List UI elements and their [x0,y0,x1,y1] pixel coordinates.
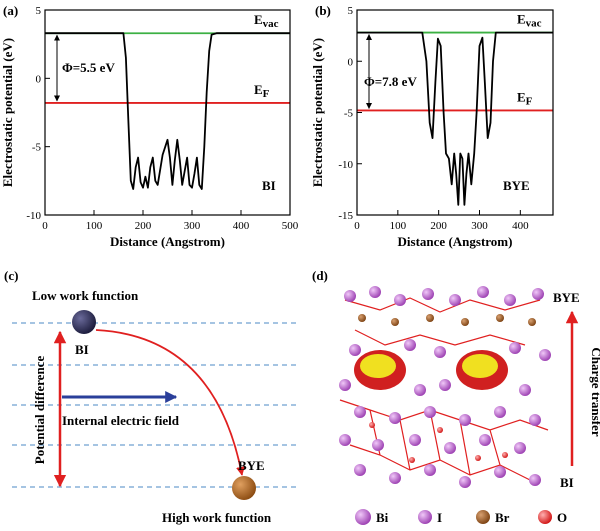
panel-label: (b) [315,3,331,18]
y-tick-label: -10 [26,210,41,222]
legend-swatch [418,510,432,524]
annotation: BI [262,178,276,193]
legend-label: O [557,510,567,525]
y-tick-label: -5 [344,108,354,120]
x-tick-label: 200 [430,220,447,232]
x-tick-label: 400 [233,220,250,232]
legend-swatch [355,509,371,525]
arrow-label: Charge transfer [589,347,600,436]
label-sub: F [526,95,533,107]
top-label: BYE [553,290,580,305]
panel-label: (d) [312,268,328,283]
node [232,476,256,500]
label-main: E [517,12,526,27]
y-tick-label: 5 [36,5,42,17]
y-axis-label: Electrostatic potential (eV) [0,38,15,187]
charge-density [462,354,498,378]
reference-label: EF [517,89,533,107]
transfer-arrow [95,329,245,476]
annotation: Φ=7.8 eV [364,74,417,89]
x-tick-label: 100 [86,220,103,232]
node [72,310,96,334]
potential-curve [45,32,290,190]
panel-d: (d) BYE Charge transfer BI Bi I Br O [312,268,600,525]
legend-swatch [538,510,552,524]
annotation: BYE [503,178,530,193]
atoms [339,286,551,488]
y-axis-label: Electrostatic potential (eV) [310,38,325,187]
y-tick-label: -5 [32,142,42,154]
y-tick-label: -10 [338,159,353,171]
potential-curve [357,31,553,206]
label-main: E [254,12,263,27]
annotation: Φ=5.5 eV [62,60,115,75]
charge-density [360,354,396,378]
panel-label: (a) [3,3,18,18]
legend-label: Bi [376,510,389,525]
label-sub: vac [263,18,279,30]
bottom-label: High work function [162,510,272,525]
x-tick-label: 400 [512,220,529,232]
node-label: BI [75,342,89,357]
x-tick-label: 500 [282,220,299,232]
y-tick-label: 5 [348,5,354,17]
label-sub: vac [526,18,542,30]
node-label: BYE [238,458,265,473]
x-tick-label: 100 [390,220,407,232]
axis-label: Potential difference [32,356,47,465]
plot-frame [44,9,291,216]
x-tick-label: 0 [42,220,48,232]
label-main: E [254,82,263,97]
x-axis-label: Distance (Angstrom) [398,234,513,249]
reference-label: Evac [517,12,542,30]
label-main: E [517,89,526,104]
x-tick-label: 0 [354,220,360,232]
bonds [339,297,549,481]
x-axis-label: Distance (Angstrom) [110,234,225,249]
bottom-label: BI [560,475,574,490]
x-tick-label: 300 [471,220,488,232]
field-label: Internal electric field [62,413,180,428]
legend-swatch [476,510,490,524]
x-tick-label: 200 [135,220,152,232]
reference-label: EF [254,82,270,100]
panel-c: (c) Low work function BI Potential diffe… [4,268,300,525]
legend-label: I [437,510,442,525]
top-label: Low work function [32,288,139,303]
legend-label: Br [495,510,510,525]
x-tick-label: 300 [184,220,201,232]
panel-label: (c) [4,268,18,283]
label-sub: F [263,88,270,100]
y-tick-label: 0 [36,73,42,85]
y-tick-label: -15 [338,210,353,222]
reference-label: Evac [254,12,279,30]
y-tick-label: 0 [348,56,354,68]
